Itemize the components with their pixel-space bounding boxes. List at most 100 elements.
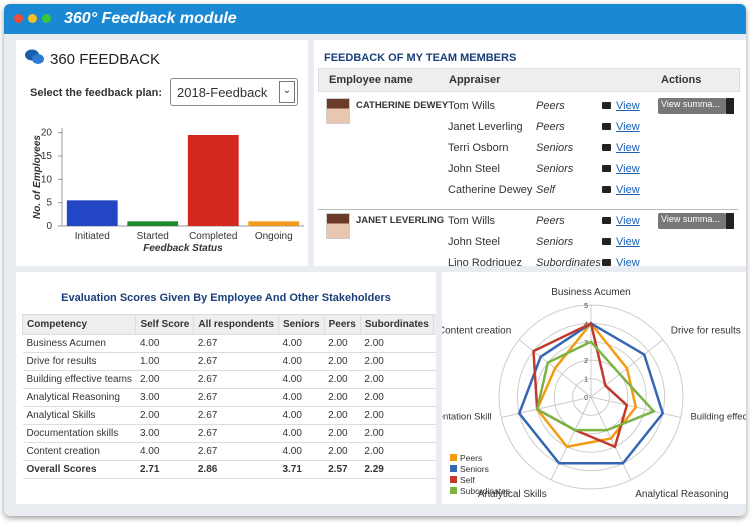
axis-label: Business Acumen — [551, 287, 631, 298]
cell: 2.00 — [360, 424, 434, 443]
column-header: Subordinates — [359, 314, 434, 335]
appraiser-name: Janet Leverling — [448, 121, 523, 133]
r-tick-label: 5 — [584, 303, 588, 310]
close-dot[interactable] — [14, 14, 23, 23]
appraiser-role: Peers — [536, 215, 565, 227]
axis-label: Content creation — [442, 325, 511, 336]
view-link[interactable]: View — [616, 121, 640, 133]
appraiser-name: Tom Wills — [448, 215, 496, 227]
cell: 2.71 — [135, 460, 194, 479]
cell: 4.00 — [278, 406, 325, 425]
max-dot[interactable] — [42, 14, 51, 23]
cell: Analytical Reasoning — [22, 388, 136, 407]
appraiser-role: Peers — [536, 100, 565, 112]
appraiser-name: John Steel — [448, 236, 500, 248]
cell: 2.00 — [324, 442, 361, 461]
cell: 2.29 — [360, 460, 434, 479]
appraiser-role: Self — [536, 184, 555, 196]
axis-label: Analytical Reasoning — [635, 489, 728, 500]
cell: 2.00 — [324, 334, 361, 353]
panel-title: Evaluation Scores Given By Employee And … — [61, 292, 391, 304]
r-tick-label: 2 — [584, 358, 588, 365]
r-tick-label: 1 — [584, 377, 588, 384]
appraiser-name: Catherine Dewey — [448, 184, 533, 196]
bar — [66, 200, 118, 226]
folder-icon — [602, 217, 611, 224]
view-link[interactable]: View — [616, 163, 640, 175]
radar-line — [535, 321, 638, 449]
x-tick-label: Ongoing — [255, 231, 293, 242]
cell: 2.81 — [433, 460, 436, 479]
y-tick-label: 15 — [41, 151, 53, 162]
panel-title: FEEDBACK OF MY TEAM MEMBERS — [324, 52, 517, 64]
view-link[interactable]: View — [616, 142, 640, 154]
column-header: Peers — [323, 314, 361, 335]
column-header: Appraiser — [449, 74, 501, 86]
radar-line — [517, 321, 665, 465]
cell: 2.00 — [360, 352, 434, 371]
legend-swatch — [450, 454, 457, 461]
appraiser-role: Seniors — [536, 142, 574, 154]
dropdown-arrow[interactable]: ⌄ — [279, 81, 295, 103]
cell: Business Acumen — [22, 334, 136, 353]
folder-icon — [602, 102, 611, 109]
cell: 2.57 — [324, 460, 361, 479]
plan-panel: 360 FEEDBACK Select the feedback plan: 2… — [16, 40, 308, 266]
cell: 2.00 — [324, 406, 361, 425]
view-link[interactable]: View — [616, 257, 640, 266]
window-title: 360° Feedback module — [64, 10, 237, 27]
cell: 4.00 — [278, 442, 325, 461]
legend-swatch — [450, 487, 457, 494]
spoke — [550, 396, 592, 481]
plan-dropdown[interactable]: 2018-Feedback ⌄ — [170, 78, 298, 106]
team-panel: FEEDBACK OF MY TEAM MEMBERS Employee name… — [314, 40, 746, 266]
cell: 4.00 — [278, 352, 325, 371]
cell: 2.67 — [193, 370, 279, 389]
cell: 2.00 — [360, 334, 434, 353]
spoke — [501, 396, 592, 418]
view-link[interactable]: View — [616, 100, 640, 112]
summary-button[interactable]: View summa... — [658, 98, 726, 114]
scores-table: Competency Self Score All respondents Senio… — [21, 314, 436, 479]
cell: 3.07 — [433, 352, 436, 371]
view-link[interactable]: View — [616, 215, 640, 227]
folder-icon — [602, 259, 611, 266]
cell: Building effective teams — [22, 370, 136, 389]
folder-icon — [602, 186, 611, 193]
cell: 4.00 — [135, 442, 194, 461]
window: 360° Feedback module 360 FEEDBACK Select… — [4, 4, 746, 516]
status-chart: 0 5 10 15 20 Initiated Started Completed Ongoing… — [32, 128, 304, 254]
cell: 2.00 — [324, 370, 361, 389]
x-tick-label: Completed — [189, 231, 237, 242]
score-row: Building effective teams 2.00 2.67 4.00 2.00… — [22, 370, 436, 389]
cell: 3.07 — [433, 388, 436, 407]
axis-label: Building effective teams — [690, 412, 746, 423]
column-header: Competency — [21, 314, 137, 335]
summary-caret[interactable] — [726, 213, 734, 229]
cell: 2.00 — [360, 406, 434, 425]
legend-swatch — [450, 476, 457, 483]
cell: 3.00 — [135, 424, 194, 443]
summary-button[interactable]: View summa... — [658, 213, 726, 229]
min-dot[interactable] — [28, 14, 37, 23]
column-header: Survey — [432, 314, 436, 335]
cell: 3.07 — [433, 406, 436, 425]
separator — [318, 209, 738, 210]
radar-line — [535, 340, 656, 432]
y-tick-label: 10 — [41, 174, 53, 185]
cell: 2.00 — [360, 388, 434, 407]
x-axis-label: Feedback Status — [143, 243, 223, 254]
cell: 3.07 — [433, 334, 436, 353]
column-header: Seniors — [277, 314, 325, 335]
cell: Drive for results — [22, 352, 136, 371]
view-link[interactable]: View — [616, 236, 640, 248]
view-link[interactable]: View — [616, 184, 640, 196]
summary-caret[interactable] — [726, 98, 734, 114]
score-row: Drive for results1.002.674.002.002.003.0… — [22, 352, 436, 371]
y-tick-label: 5 — [46, 198, 52, 209]
cell: 2.00 — [360, 442, 434, 461]
